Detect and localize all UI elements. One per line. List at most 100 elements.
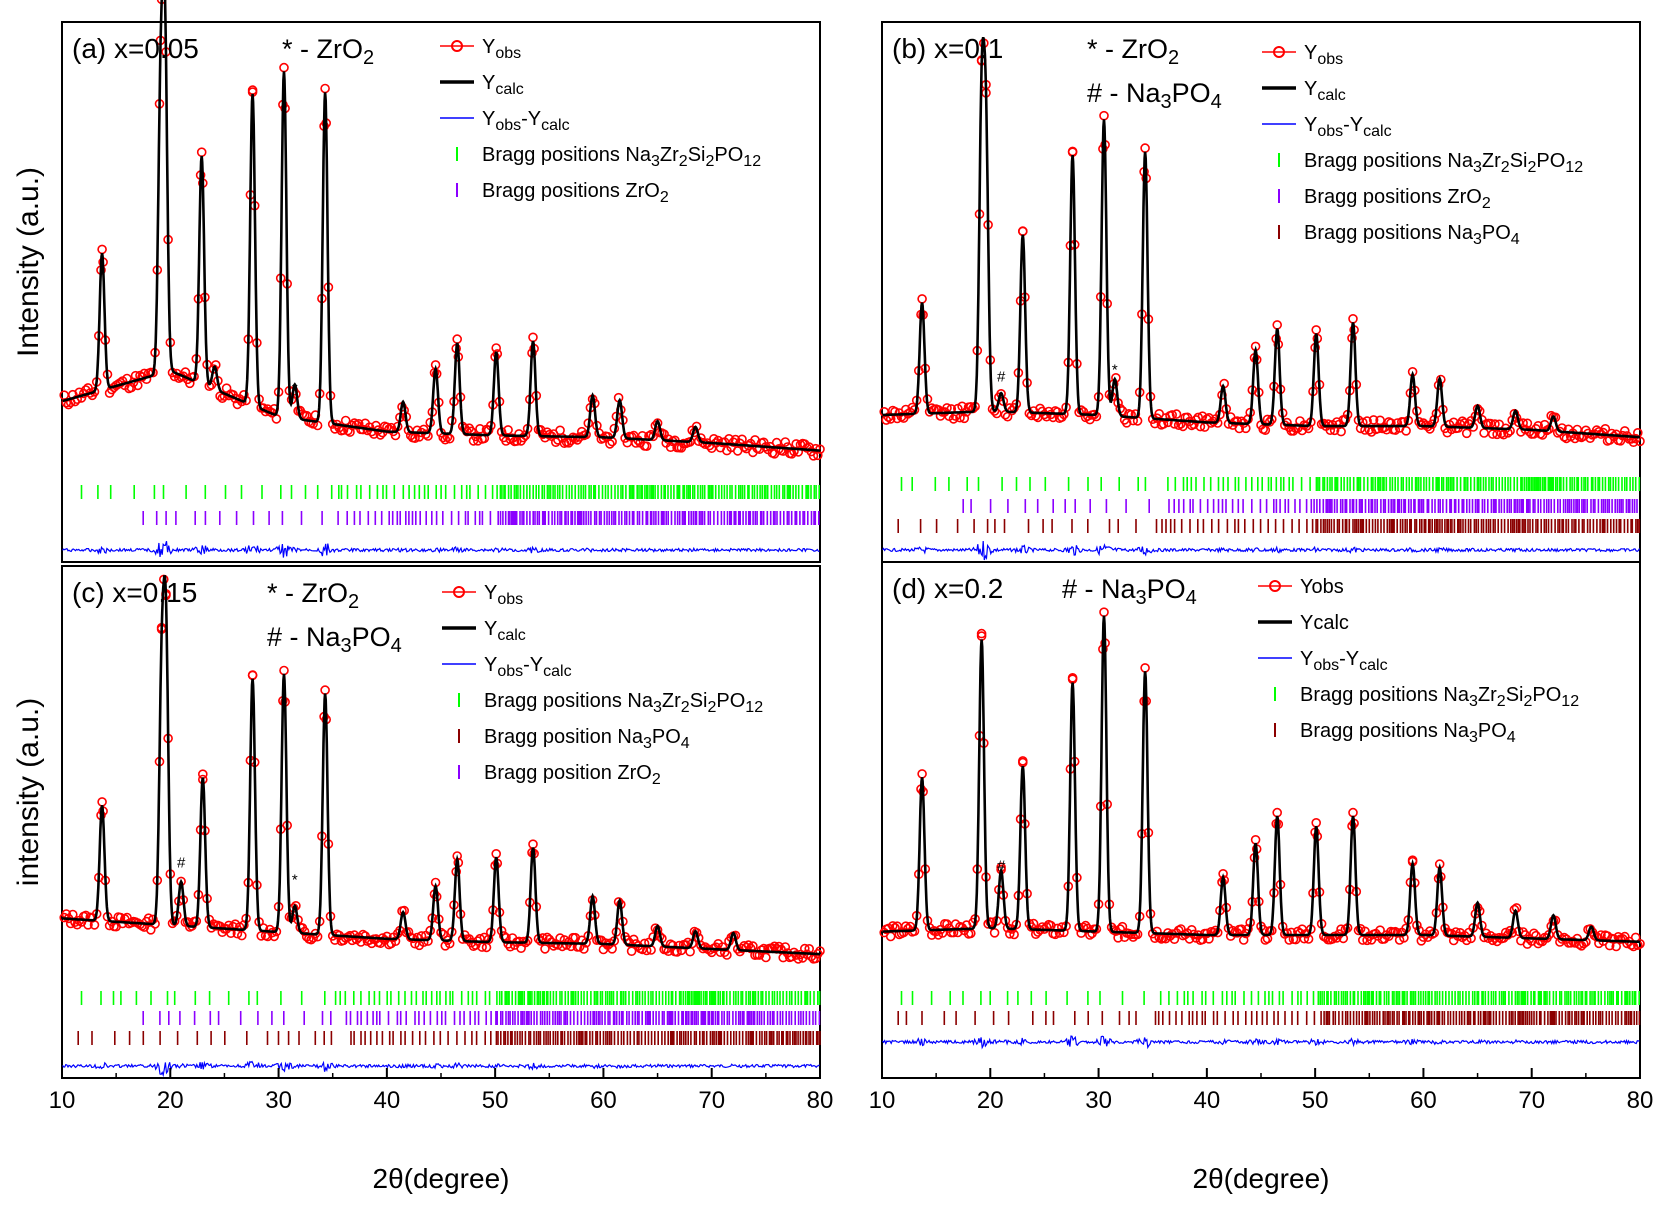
obs-peak-point xyxy=(917,769,927,779)
impurity-mark: * xyxy=(292,381,298,398)
panel-d: # (d) x=0.2 # - Na3PO4 Yobs Ycalc Yobs-Ycalc B… xyxy=(869,561,1654,1194)
legend-label: Ycalc xyxy=(1304,78,1346,104)
obs-point xyxy=(1611,941,1621,952)
obs-point xyxy=(674,940,685,951)
obs-point xyxy=(540,944,550,954)
obs-point xyxy=(1635,938,1645,949)
obs-peak-point xyxy=(528,839,538,850)
obs-peak-point xyxy=(198,769,208,780)
obs-point xyxy=(1336,426,1346,437)
x-tick-label: 30 xyxy=(1085,1087,1112,1114)
obs-point xyxy=(1113,932,1123,943)
legend: Yobs Ycalc Yobs-Ycalc Bragg positions Na3Zr… xyxy=(1258,576,1579,746)
obs-point xyxy=(1492,429,1502,440)
obs-peak-point xyxy=(452,334,463,344)
legend-label: Ycalc xyxy=(484,618,526,644)
obs-point xyxy=(1260,425,1271,436)
obs-peak-point xyxy=(1099,607,1109,618)
legend-label: Yobs xyxy=(1300,576,1344,598)
obs-point xyxy=(717,942,728,952)
obs-point xyxy=(126,382,137,393)
x-tick-label: 50 xyxy=(482,1087,509,1114)
obs-point xyxy=(1264,417,1275,427)
obs-point xyxy=(420,429,431,440)
legend-label: Bragg position ZrO2 xyxy=(484,762,661,788)
x-tick-label: 70 xyxy=(698,1087,725,1114)
legend-label: Yobs xyxy=(484,582,523,608)
plot-frame xyxy=(61,21,821,563)
obs-point xyxy=(228,921,238,932)
phase-note: # - Na3PO4 xyxy=(267,622,402,657)
bragg-row-ZrO2 xyxy=(142,1011,821,1025)
obs-peak-point xyxy=(320,83,330,94)
obs-point xyxy=(133,380,143,391)
obs-point xyxy=(883,412,894,422)
obs-peak-point xyxy=(491,848,502,859)
x-tick-label: 80 xyxy=(1627,1087,1654,1114)
obs-point xyxy=(440,434,451,445)
obs-peak-point xyxy=(279,665,289,676)
legend: Yobs Ycalc Yobs-Ycalc Bragg positions Na3Zr… xyxy=(442,582,763,788)
phase-note: * - ZrO2 xyxy=(282,34,374,69)
legend-label: Bragg position Na3PO4 xyxy=(484,726,690,752)
panel-label: (b) x=0.1 xyxy=(892,33,1003,64)
calculated-series xyxy=(882,615,1640,944)
bragg-row-Na3Zr2Si2PO12 xyxy=(80,485,821,499)
obs-peak-point xyxy=(196,147,207,157)
obs-point xyxy=(652,418,663,428)
obs-point xyxy=(468,436,479,446)
obs-point xyxy=(959,413,970,424)
obs-point xyxy=(1126,409,1136,420)
obs-peak-point xyxy=(1272,320,1282,330)
obs-point xyxy=(626,946,637,957)
obs-point xyxy=(1600,423,1611,434)
obs-point xyxy=(989,927,1000,938)
legend-label: Bragg positions Na3Zr2Si2PO12 xyxy=(1300,684,1579,710)
obs-point xyxy=(1620,426,1630,436)
x-tick-label: 60 xyxy=(590,1087,617,1114)
obs-peak-point xyxy=(1017,226,1028,236)
obs-point xyxy=(780,942,791,952)
legend-label: Bragg positions Na3PO4 xyxy=(1300,720,1516,746)
obs-peak-point xyxy=(1311,817,1321,828)
obs-peak-point xyxy=(1348,807,1358,818)
obs-point xyxy=(1401,425,1411,436)
obs-point xyxy=(239,389,249,400)
panel-b: # *(b) x=0.1 * - ZrO2# - Na3PO4YobsYcalcYo… xyxy=(879,21,1645,563)
x-tick-label: 50 xyxy=(1302,1087,1329,1114)
x-tick-label: 80 xyxy=(807,1087,834,1114)
legend-label: Yobs xyxy=(1304,42,1343,68)
legend-label: Bragg positions Na3Zr2Si2PO12 xyxy=(484,690,763,716)
obs-point xyxy=(544,429,555,440)
legend-obs-marker xyxy=(453,586,465,598)
obs-point xyxy=(555,425,565,436)
y-axis-label: intensity (a.u.) xyxy=(12,698,45,886)
obs-point xyxy=(1418,932,1429,942)
obs-point xyxy=(1171,409,1182,419)
obs-point xyxy=(1178,421,1188,432)
calculated-series xyxy=(62,0,820,452)
obs-point xyxy=(1461,428,1472,439)
impurity-mark: * xyxy=(292,871,298,888)
difference-series xyxy=(62,541,820,558)
y-axis-label: Intensity (a.u.) xyxy=(12,167,45,357)
legend-obs-marker xyxy=(1273,46,1285,58)
x-tick-label: 20 xyxy=(977,1087,1004,1114)
bragg-row-Na3PO4 xyxy=(897,519,1641,533)
obs-point xyxy=(1427,419,1437,430)
observed-series xyxy=(59,0,825,461)
legend-obs-marker xyxy=(451,40,463,52)
obs-point xyxy=(1236,416,1247,427)
obs-point xyxy=(719,947,730,958)
phase-note: * - ZrO2 xyxy=(267,578,359,613)
x-axis: 10 20 30 40 50 60 70 80 2θ(degree) xyxy=(49,1068,834,1194)
bragg-row-ZrO2 xyxy=(142,511,820,525)
obs-point xyxy=(885,931,896,942)
phase-note: * - ZrO2 xyxy=(1087,34,1179,69)
legend-label: Yobs-Ycalc xyxy=(1304,114,1392,140)
obs-point xyxy=(503,425,513,435)
legend-label: Bragg positions ZrO2 xyxy=(1304,186,1491,212)
obs-peak-point xyxy=(1348,313,1358,324)
obs-peak-point xyxy=(1250,834,1261,845)
